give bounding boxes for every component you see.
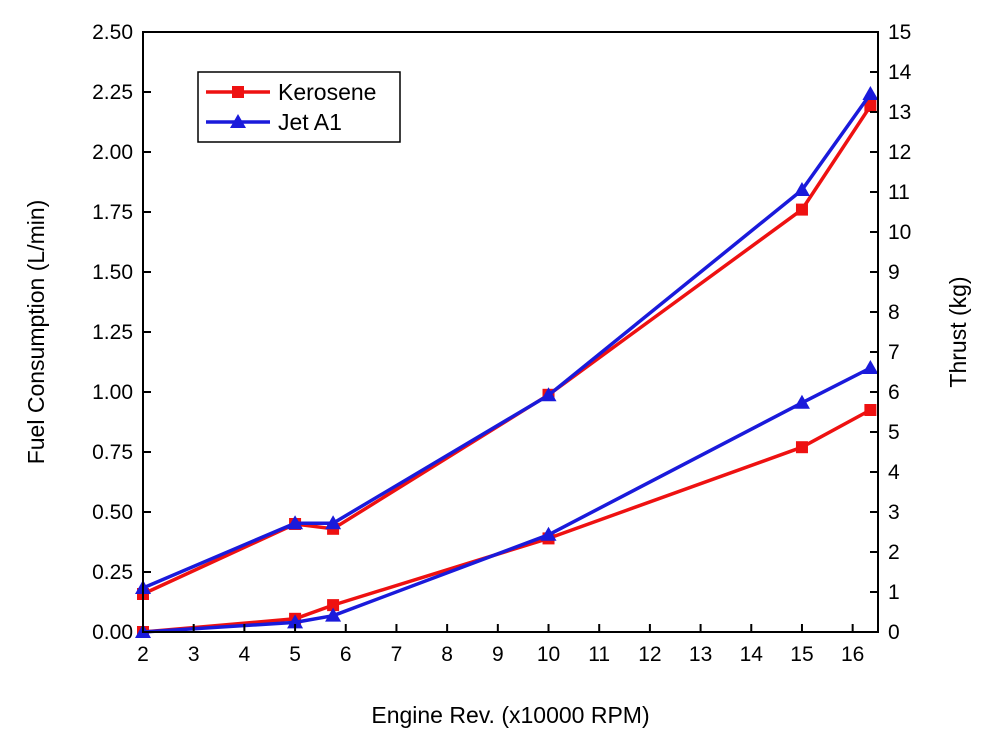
series-line (142, 92, 872, 590)
y-left-tick-label: 1.75 (92, 201, 133, 224)
y-right-tick-label: 5 (888, 421, 900, 444)
y-left-tick-label: 1.00 (92, 381, 133, 404)
legend-item-jet-a1: Jet A1 (206, 109, 342, 135)
series-line (142, 408, 872, 634)
data-point (540, 526, 557, 541)
data-point (862, 360, 879, 374)
data-point (864, 100, 877, 112)
x-tick-label: 11 (588, 643, 610, 666)
x-axis-title: Engine Rev. (x10000 RPM) (371, 702, 649, 728)
y-left-tick-label: 0.50 (92, 501, 133, 524)
series-kerosene-thrust (137, 100, 877, 600)
data-point (325, 607, 342, 622)
x-tick-label: 10 (537, 643, 560, 666)
data-point (540, 387, 557, 402)
y-axis-left: 0.00 0.25 0.50 0.75 1.00 1.25 1.50 1.75 2.00 2.25… (92, 21, 151, 644)
y-right-tick-label: 11 (888, 181, 910, 204)
y-right-tick-label: 6 (888, 381, 900, 404)
data-layer (135, 86, 879, 638)
y-right-tick-label: 10 (888, 221, 911, 244)
legend-marker (232, 86, 244, 98)
x-tick-label: 2 (137, 643, 149, 666)
data-point (325, 515, 342, 530)
legend-item-kerosene: Kerosene (206, 79, 376, 105)
data-point (327, 599, 340, 612)
y-left-tick-label: 2.50 (92, 21, 133, 44)
data-point (864, 404, 877, 416)
x-axis: 2 3 4 5 6 7 8 9 10 11 12 13 14 15 16 (137, 624, 864, 666)
series-jet-a1-fuel-consumption (135, 360, 879, 638)
x-tick-label: 7 (391, 643, 403, 666)
y-right-tick-label: 9 (888, 261, 900, 284)
x-tick-label: 8 (441, 643, 453, 666)
x-tick-label: 4 (239, 643, 251, 666)
y-right-tick-label: 1 (888, 581, 900, 604)
y-right-tick-label: 8 (888, 301, 900, 324)
data-point (287, 614, 304, 629)
y-right-tick-label: 12 (888, 141, 911, 164)
x-tick-label: 13 (689, 643, 712, 666)
legend: Kerosene Jet A1 (197, 71, 401, 143)
legend-marker (230, 114, 246, 128)
y-right-tick-label: 13 (888, 101, 911, 124)
series-line (142, 366, 872, 634)
legend-box (197, 71, 401, 143)
y-right-tick-label: 14 (888, 61, 912, 84)
y-left-tick-label: 1.25 (92, 321, 133, 344)
data-point (862, 86, 879, 100)
y-left-tick-label: 1.50 (92, 261, 133, 284)
y-left-tick-label: 0.25 (92, 561, 133, 584)
data-point (793, 182, 810, 196)
y-right-tick-label: 0 (888, 621, 900, 644)
y-left-tick-label: 0.00 (92, 621, 133, 644)
y-right-tick-label: 15 (888, 21, 911, 44)
series-jet-a1-thrust (135, 86, 879, 594)
x-tick-label: 14 (740, 643, 764, 666)
data-point (795, 203, 808, 216)
legend-label: Kerosene (278, 79, 376, 105)
x-tick-label: 15 (790, 643, 813, 666)
legend-label: Jet A1 (278, 109, 342, 135)
y-right-tick-label: 2 (888, 541, 900, 564)
x-tick-label: 9 (492, 643, 504, 666)
x-tick-label: 3 (188, 643, 200, 666)
y-left-tick-label: 2.00 (92, 141, 133, 164)
x-tick-label: 16 (841, 643, 864, 666)
x-tick-label: 12 (638, 643, 661, 666)
x-tick-label: 6 (340, 643, 352, 666)
data-point (793, 394, 810, 409)
y-right-tick-label: 3 (888, 501, 900, 524)
y-axis-right-title: Thrust (kg) (945, 276, 971, 387)
y-axis-left-title: Fuel Consumption (L/min) (23, 200, 49, 465)
series-line (142, 105, 872, 596)
y-left-tick-label: 2.25 (92, 81, 133, 104)
y-right-tick-label: 7 (888, 341, 900, 364)
series-kerosene-fuel-consumption (137, 404, 877, 638)
x-tick-label: 5 (289, 643, 301, 666)
data-point (795, 441, 808, 454)
y-right-tick-label: 4 (888, 461, 900, 484)
y-left-tick-label: 0.75 (92, 441, 133, 464)
data-point (287, 515, 304, 530)
